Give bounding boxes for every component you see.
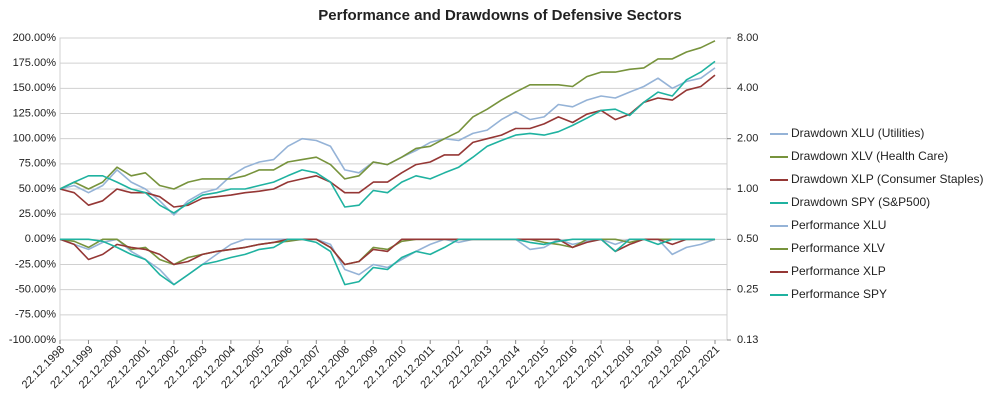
chart-title: Performance and Drawdowns of Defensive S… [318, 7, 681, 24]
y-tick-label: 50.00% [19, 183, 57, 195]
y-tick-label: 25.00% [19, 208, 57, 220]
y-tick-label: 175.00% [13, 57, 57, 69]
legend-label: Drawdown XLV (Health Care) [791, 149, 948, 163]
series-line [59, 238, 716, 286]
y2-tick-label: 1.00 [737, 183, 758, 195]
y-tick-label: -25.00% [15, 258, 56, 270]
y-tick-label: -50.00% [15, 284, 56, 296]
y2-tick-label: 0.50 [737, 233, 758, 245]
y-tick-label: -75.00% [15, 309, 56, 321]
y2-tick-label: 4.00 [737, 82, 758, 94]
y2-tick-label: 0.25 [737, 284, 758, 296]
legend-label: Drawdown SPY (S&P500) [791, 195, 930, 209]
y2-tick-label: 8.00 [737, 32, 758, 44]
y-tick-label: -100.00% [9, 334, 56, 346]
y-tick-label: 125.00% [13, 107, 57, 119]
legend-label: Performance XLU [791, 218, 886, 232]
y2-tick-label: 0.13 [737, 334, 758, 346]
y-tick-label: 100.00% [13, 133, 57, 145]
series-line [59, 60, 716, 214]
series-line [59, 40, 716, 190]
legend-label: Performance XLV [791, 241, 885, 255]
legend-label: Performance SPY [791, 287, 887, 301]
legend-label: Performance XLP [791, 264, 886, 278]
legend-label: Drawdown XLP (Consumer Staples) [791, 172, 984, 186]
y2-tick-label: 2.00 [737, 133, 758, 145]
series-line [59, 238, 715, 266]
series-line [59, 74, 716, 208]
series-line [60, 238, 715, 286]
y-tick-label: 75.00% [19, 158, 57, 170]
y-tick-label: 150.00% [13, 82, 57, 94]
y-tick-label: 0.00% [25, 233, 56, 245]
y-tick-label: 200.00% [13, 32, 57, 44]
legend-label: Drawdown XLU (Utilities) [791, 126, 924, 140]
